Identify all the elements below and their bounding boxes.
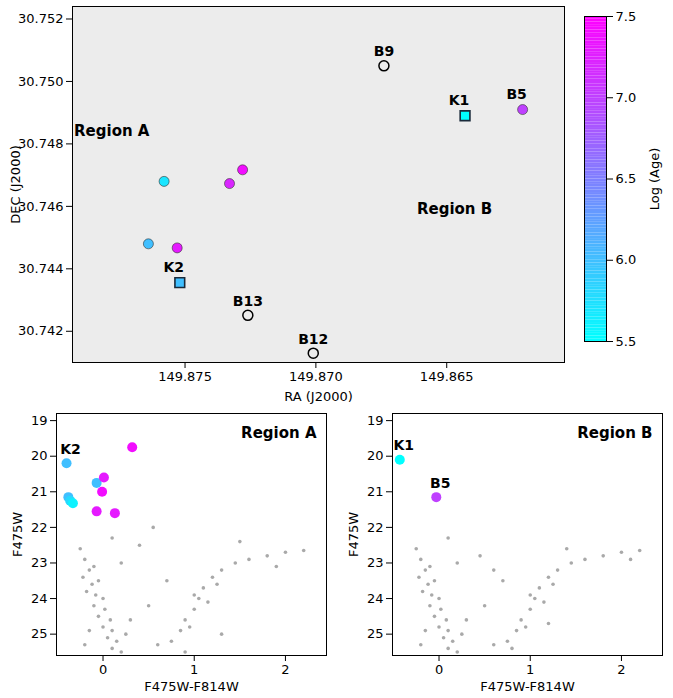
svg-text:F475W-F814W: F475W-F814W (144, 679, 239, 694)
svg-text:B5: B5 (430, 475, 450, 491)
svg-text:23: 23 (367, 555, 384, 570)
svg-text:149.865: 149.865 (420, 369, 474, 384)
svg-text:K1: K1 (394, 437, 415, 453)
svg-text:6.5: 6.5 (616, 171, 637, 186)
svg-text:B12: B12 (298, 331, 328, 347)
svg-text:30.746: 30.746 (18, 199, 64, 214)
svg-text:25: 25 (31, 626, 48, 641)
svg-text:K2: K2 (164, 259, 185, 275)
svg-text:25: 25 (367, 626, 384, 641)
svg-text:2: 2 (281, 662, 289, 677)
svg-text:20: 20 (31, 448, 48, 463)
svg-text:Region A: Region A (74, 122, 150, 140)
svg-text:149.875: 149.875 (158, 369, 212, 384)
svg-text:30.750: 30.750 (18, 74, 64, 89)
svg-text:F475W: F475W (10, 512, 25, 557)
svg-text:B13: B13 (233, 293, 263, 309)
svg-text:Region B: Region B (577, 424, 652, 442)
svg-text:1: 1 (526, 662, 534, 677)
svg-text:6.0: 6.0 (616, 252, 637, 267)
svg-text:23: 23 (31, 555, 48, 570)
svg-text:24: 24 (367, 591, 384, 606)
svg-text:Region A: Region A (241, 424, 317, 442)
svg-text:22: 22 (31, 520, 48, 535)
svg-text:22: 22 (367, 520, 384, 535)
svg-text:K2: K2 (60, 441, 81, 457)
svg-text:21: 21 (31, 484, 48, 499)
svg-text:30.752: 30.752 (18, 11, 64, 26)
svg-text:24: 24 (31, 591, 48, 606)
svg-text:19: 19 (31, 413, 48, 428)
svg-text:19: 19 (367, 413, 384, 428)
svg-text:30.744: 30.744 (18, 261, 64, 276)
svg-text:5.5: 5.5 (616, 334, 637, 349)
svg-text:149.870: 149.870 (289, 369, 343, 384)
svg-text:0: 0 (99, 662, 107, 677)
svg-text:30.742: 30.742 (18, 323, 64, 338)
svg-text:1: 1 (190, 662, 198, 677)
svg-text:20: 20 (367, 448, 384, 463)
svg-text:7.5: 7.5 (616, 9, 637, 24)
svg-text:Region B: Region B (417, 200, 492, 218)
svg-text:2: 2 (617, 662, 625, 677)
svg-text:B9: B9 (374, 43, 394, 59)
svg-text:21: 21 (367, 484, 384, 499)
svg-text:F475W-F814W: F475W-F814W (480, 679, 575, 694)
svg-text:DEC (J2000): DEC (J2000) (8, 145, 23, 224)
svg-text:K1: K1 (449, 92, 470, 108)
svg-text:B5: B5 (506, 86, 526, 102)
svg-text:7.0: 7.0 (616, 90, 637, 105)
svg-text:Log (Age): Log (Age) (647, 148, 662, 211)
svg-text:0: 0 (435, 662, 443, 677)
svg-text:F475W: F475W (346, 512, 361, 557)
svg-text:RA (J2000): RA (J2000) (284, 389, 353, 404)
svg-text:30.748: 30.748 (18, 136, 64, 151)
